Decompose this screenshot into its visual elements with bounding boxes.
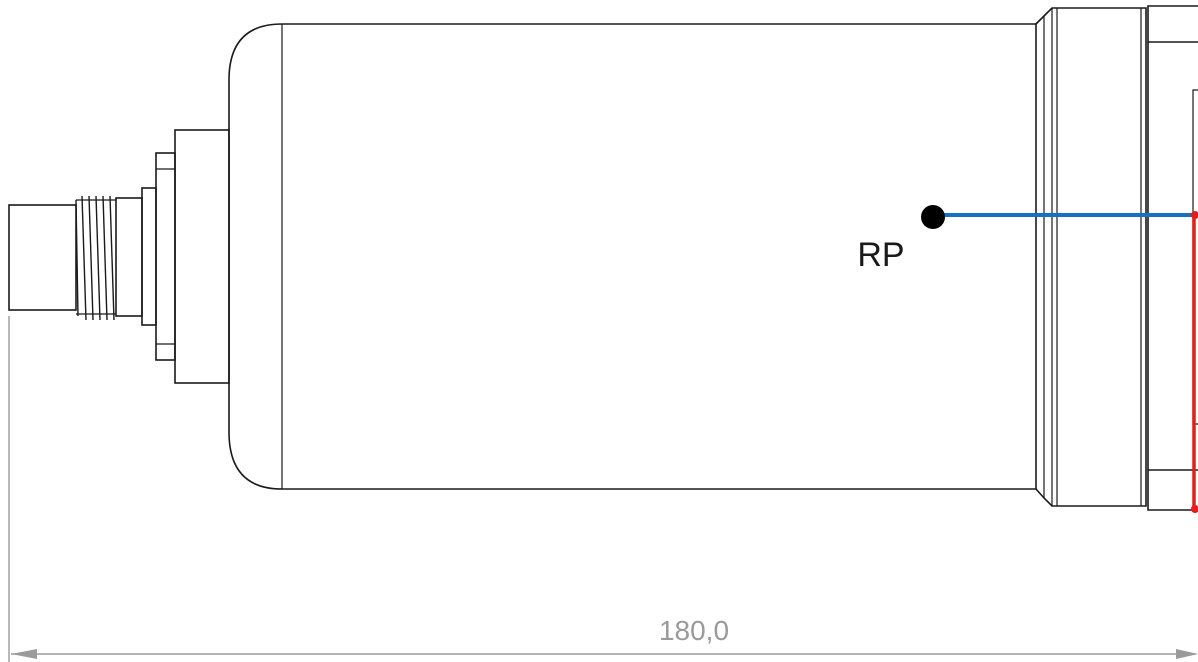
mounting-face-marker — [1191, 211, 1198, 513]
mounting-nut — [1147, 5, 1198, 511]
dimension-value-label: 180,0 — [659, 615, 729, 646]
sensor-body — [228, 23, 1037, 490]
connector-plug — [8, 204, 77, 311]
connector-thread — [75, 195, 143, 321]
connector-flange — [141, 129, 230, 384]
body-flange — [1035, 7, 1147, 507]
reference-point-label: RP — [857, 236, 904, 274]
reference-point-dot — [921, 205, 945, 229]
overall-length-dimension — [8, 316, 1198, 662]
